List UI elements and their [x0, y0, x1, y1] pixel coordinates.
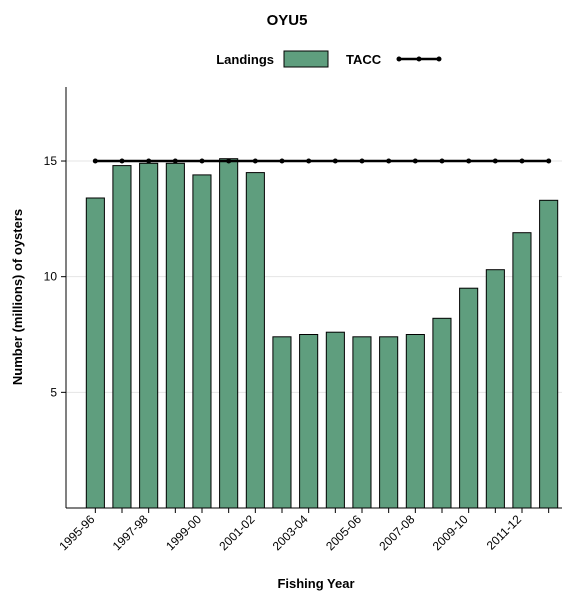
tacc-point-1996-97	[119, 158, 125, 164]
x-axis-title: Fishing Year	[277, 576, 354, 591]
x-ticks: 1995-96 1997-98 1999-00 2001-02 2003-04 2005-…	[56, 508, 550, 553]
tacc-line	[92, 158, 552, 164]
tacc-point-2001-02	[252, 158, 258, 164]
bar-2001-02	[245, 172, 265, 509]
x-tick-label: 2007-08	[376, 512, 417, 553]
y-tick-label: 15	[44, 154, 58, 168]
y-axis-title: Number (millions) of oysters	[10, 209, 25, 385]
legend-label-landings: Landings	[216, 52, 274, 67]
tacc-point-2008-09	[439, 158, 445, 164]
y-tick-label: 10	[44, 270, 58, 284]
bar-2011-12	[512, 232, 532, 509]
bar-2009-10	[459, 287, 479, 509]
x-tick-label: 1997-98	[110, 512, 151, 553]
bar-2005-06	[352, 336, 372, 509]
tacc-point-1998-99	[172, 158, 178, 164]
tacc-point-2010-11	[492, 158, 498, 164]
bars	[85, 158, 559, 509]
tacc-point-2007-08	[412, 158, 418, 164]
bar-2006-07	[379, 336, 399, 509]
tacc-point-2009-10	[466, 158, 472, 164]
legend-swatch-landings	[283, 50, 329, 68]
x-tick-label: 1995-96	[56, 512, 97, 553]
x-tick-label: 2001-02	[216, 512, 257, 553]
bar-1995-96	[85, 197, 105, 509]
bar-2002-03	[272, 336, 292, 509]
y-tick-label: 5	[50, 385, 57, 399]
legend-label-tacc: TACC	[346, 52, 382, 67]
bar-1997-98	[139, 162, 159, 509]
tacc-point-2012-13	[546, 158, 552, 164]
bar-2010-11	[485, 269, 505, 509]
tacc-point-1997-98	[146, 158, 152, 164]
bar-2000-01	[219, 158, 239, 509]
tacc-point-2011-12	[519, 158, 525, 164]
x-tick-label: 2011-12	[484, 512, 525, 553]
tacc-point-2006-07	[386, 158, 392, 164]
legend-swatch-tacc	[396, 56, 442, 62]
bar-2004-05	[325, 331, 345, 509]
legend: Landings TACC	[216, 50, 442, 68]
chart-title: OYU5	[267, 12, 308, 29]
bar-2003-04	[299, 334, 319, 509]
bar-1996-97	[112, 165, 132, 509]
bar-2008-09	[432, 317, 452, 509]
bar-1999-00	[192, 174, 212, 509]
bar-2012-13	[539, 199, 559, 509]
x-tick-label: 2005-06	[323, 512, 364, 553]
x-tick-label: 2009-10	[430, 512, 471, 553]
bar-1998-99	[165, 162, 185, 509]
tacc-point-2000-01	[226, 158, 232, 164]
tacc-point-2002-03	[279, 158, 285, 164]
tacc-point-2004-05	[332, 158, 338, 164]
y-ticks: 5 10 15	[44, 154, 66, 399]
bar-2007-08	[405, 334, 425, 509]
x-tick-label: 1999-00	[163, 512, 204, 553]
tacc-point-2005-06	[359, 158, 365, 164]
x-tick-label: 2003-04	[270, 512, 311, 553]
tacc-point-1999-00	[199, 158, 205, 164]
tacc-point-2003-04	[306, 158, 312, 164]
tacc-point-1995-96	[92, 158, 98, 164]
